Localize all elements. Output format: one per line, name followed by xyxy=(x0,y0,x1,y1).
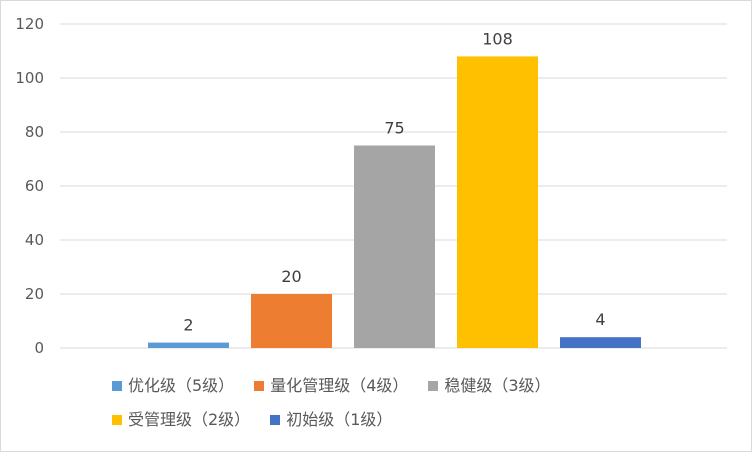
bar xyxy=(354,145,435,348)
bar xyxy=(560,337,641,348)
y-tick-label: 60 xyxy=(25,177,44,195)
y-tick-label: 100 xyxy=(15,69,44,87)
bar xyxy=(148,342,229,348)
legend-swatch xyxy=(112,381,122,391)
legend-swatch xyxy=(270,415,281,425)
data-label: 2 xyxy=(183,316,193,335)
data-label: 4 xyxy=(595,310,605,329)
data-labels: 2 20 75 108 4 xyxy=(183,29,605,334)
bar xyxy=(457,56,538,349)
data-label: 75 xyxy=(384,119,404,138)
legend-item-initial: 初始级（1级） xyxy=(270,407,392,433)
legend-row-1: 优化级（5级） 量化管理级（4级） 稳健级（3级） xyxy=(112,374,632,398)
data-label: 108 xyxy=(482,29,513,48)
legend-swatch xyxy=(254,381,265,391)
legend-item-defined: 稳健级（3级） xyxy=(428,373,551,399)
legend-label: 优化级（5级） xyxy=(128,376,235,395)
legend-label: 受管理级（2级） xyxy=(128,410,251,429)
y-tick-label: 0 xyxy=(34,339,44,357)
data-label: 20 xyxy=(281,267,301,286)
y-axis-tick-labels: 0 20 40 60 80 100 120 xyxy=(15,15,44,357)
legend-label: 量化管理级（4级） xyxy=(270,376,409,395)
legend-label: 初始级（1级） xyxy=(286,410,393,429)
legend-item-optimized: 优化级（5级） xyxy=(112,373,234,399)
legend-item-managed: 受管理级（2级） xyxy=(112,407,250,433)
legend-label: 稳健级（3级） xyxy=(444,376,551,395)
y-tick-label: 80 xyxy=(25,123,44,141)
legend-swatch xyxy=(428,381,439,391)
y-tick-label: 40 xyxy=(25,231,44,249)
y-tick-label: 20 xyxy=(25,285,44,303)
legend: 优化级（5级） 量化管理级（4级） 稳健级（3级） 受管理级（2级） 初始级（1… xyxy=(112,374,632,442)
legend-swatch xyxy=(112,415,122,425)
bars xyxy=(148,56,641,349)
y-tick-label: 120 xyxy=(15,15,44,33)
bar xyxy=(251,294,332,348)
legend-row-2: 受管理级（2级） 初始级（1级） xyxy=(112,408,632,432)
legend-item-quantitatively-managed: 量化管理级（4级） xyxy=(254,373,408,399)
